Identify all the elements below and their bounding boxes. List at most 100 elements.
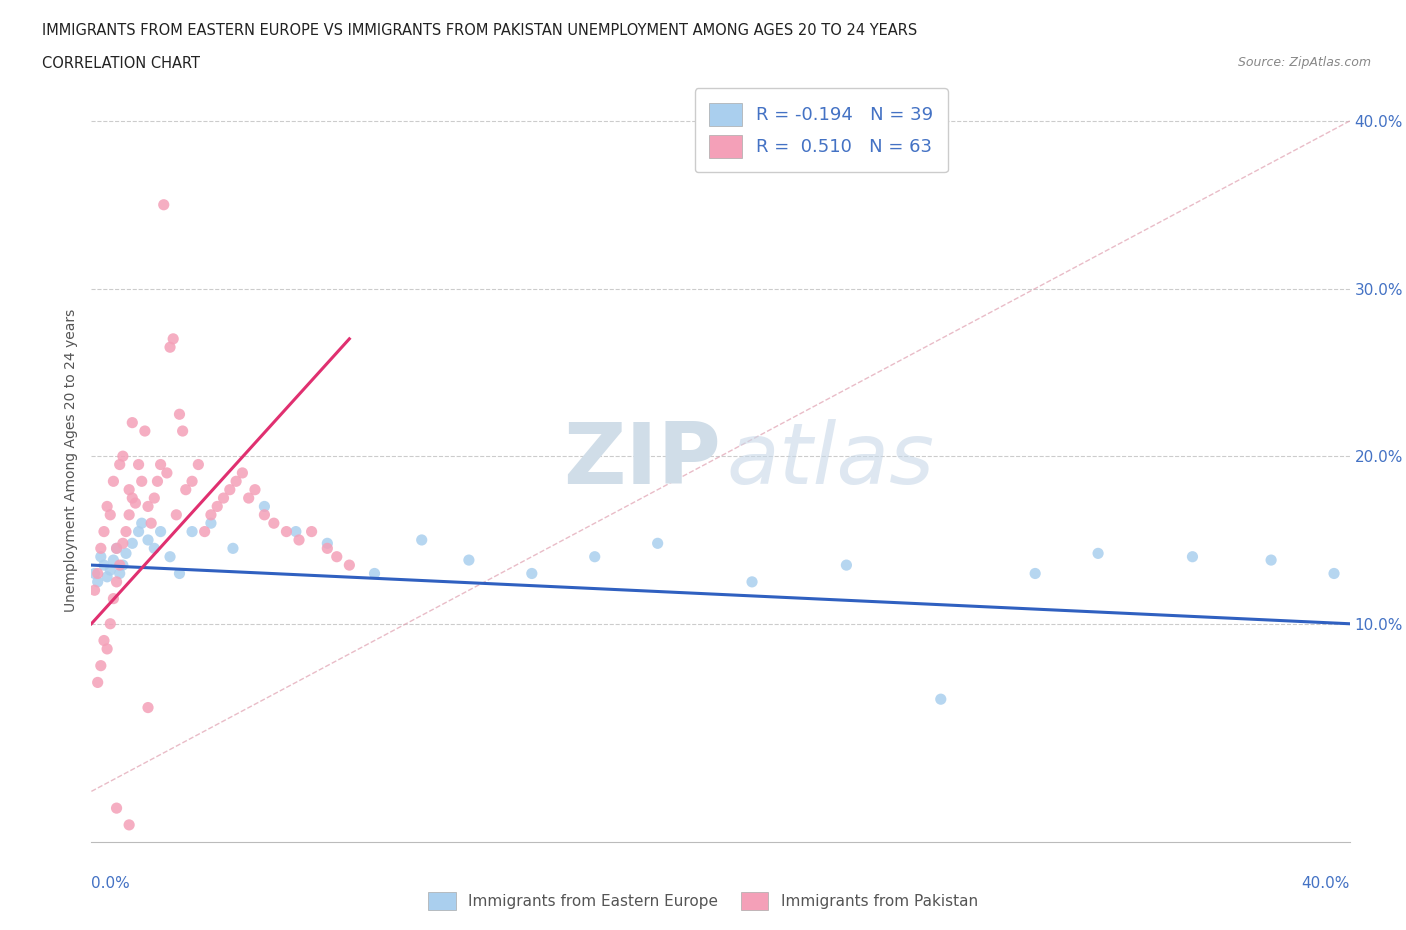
Point (583, 550, 606, 565)
Point (1024, 566, 1046, 581)
Point (103, 591, 125, 606)
Point (96, 642, 118, 657)
Point (326, 550, 349, 565)
Point (205, 499, 228, 514)
Point (149, 525, 172, 539)
Point (93, 558, 115, 573)
Point (111, 558, 134, 573)
Point (124, 496, 146, 511)
Point (111, 536, 134, 551)
Point (159, 550, 181, 565)
Point (141, 516, 163, 531)
Point (212, 491, 235, 506)
Point (103, 474, 125, 489)
Point (1260, 552, 1282, 567)
Point (1181, 550, 1204, 565)
Point (136, 700, 159, 715)
Point (169, 406, 191, 421)
Point (200, 516, 222, 531)
Text: atlas: atlas (727, 418, 935, 502)
Point (288, 533, 311, 548)
Point (90, 658, 112, 673)
Point (121, 415, 143, 430)
Point (162, 331, 184, 346)
Point (93, 633, 115, 648)
Point (131, 516, 153, 531)
Point (159, 339, 181, 354)
Point (118, 817, 141, 832)
Point (253, 508, 276, 523)
Point (301, 525, 323, 539)
Point (187, 458, 209, 472)
Point (128, 458, 150, 472)
Point (165, 508, 187, 523)
Point (520, 566, 543, 581)
Point (118, 508, 141, 523)
Point (146, 474, 169, 489)
Point (411, 533, 433, 548)
Point (238, 491, 260, 506)
Point (118, 483, 141, 498)
Point (457, 552, 479, 567)
Point (96, 569, 118, 584)
Point (86, 675, 108, 690)
Point (152, 197, 174, 212)
Point (316, 536, 339, 551)
Legend: Immigrants from Eastern Europe, Immigrants from Pakistan: Immigrants from Eastern Europe, Immigran… (420, 884, 986, 918)
Point (105, 541, 128, 556)
Point (105, 575, 128, 590)
Point (98, 617, 121, 631)
Point (647, 536, 669, 551)
Text: ZIP: ZIP (562, 418, 720, 502)
Point (222, 541, 245, 556)
Point (98, 563, 121, 578)
Point (108, 558, 131, 573)
Point (316, 541, 339, 556)
Text: Source: ZipAtlas.com: Source: ZipAtlas.com (1237, 56, 1371, 69)
Point (143, 541, 166, 556)
Point (218, 483, 240, 498)
Point (105, 541, 128, 556)
Point (243, 483, 266, 498)
Point (276, 525, 298, 539)
Point (181, 474, 204, 489)
Point (103, 552, 125, 567)
Point (90, 550, 112, 565)
Point (231, 466, 253, 481)
Point (83, 566, 105, 581)
Point (86, 566, 108, 581)
Point (136, 499, 159, 514)
Point (115, 525, 138, 539)
Point (172, 423, 194, 438)
Point (108, 566, 131, 581)
Point (149, 458, 172, 472)
Point (143, 491, 166, 506)
Point (111, 448, 134, 463)
Text: 40.0%: 40.0% (1302, 876, 1350, 891)
Point (136, 533, 159, 548)
Point (929, 692, 952, 707)
Point (174, 483, 197, 498)
Point (263, 516, 285, 531)
Point (169, 566, 191, 581)
Point (337, 558, 360, 573)
Point (86, 575, 108, 590)
Text: 0.0%: 0.0% (91, 876, 131, 891)
Point (105, 801, 128, 816)
Point (131, 474, 153, 489)
Legend: R = -0.194   N = 39, R =  0.510   N = 63: R = -0.194 N = 39, R = 0.510 N = 63 (695, 88, 948, 172)
Text: IMMIGRANTS FROM EASTERN EUROPE VS IMMIGRANTS FROM PAKISTAN UNEMPLOYMENT AMONG AG: IMMIGRANTS FROM EASTERN EUROPE VS IMMIGR… (42, 23, 918, 38)
Point (225, 474, 247, 489)
Point (90, 541, 112, 556)
Text: CORRELATION CHART: CORRELATION CHART (42, 56, 200, 71)
Point (363, 566, 385, 581)
Point (93, 525, 115, 539)
Point (121, 491, 143, 506)
Point (253, 499, 276, 514)
Point (156, 466, 179, 481)
Point (741, 575, 763, 590)
Point (1323, 566, 1346, 581)
Point (108, 458, 131, 472)
Point (181, 525, 204, 539)
Point (128, 525, 150, 539)
